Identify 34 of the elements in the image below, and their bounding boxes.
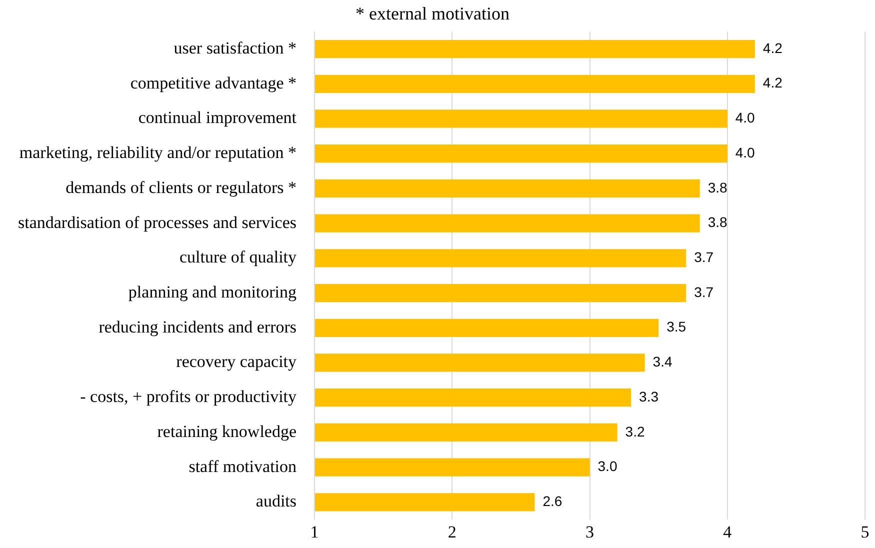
x-tick-label: 5 [860, 522, 870, 542]
data-label: 3.8 [708, 179, 728, 196]
data-label: 4.0 [735, 144, 756, 160]
data-label: 3.0 [598, 458, 618, 474]
x-tick-label: 4 [723, 522, 732, 542]
y-tick-label: planning and monitoring [128, 282, 298, 302]
x-tick-label: 3 [586, 522, 594, 542]
y-tick-label: staff motivation [188, 456, 298, 476]
y-tick-label: competitive advantage * [130, 73, 297, 92]
data-label: 4.2 [762, 74, 783, 91]
data-label: 3.3 [639, 388, 659, 404]
y-tick-label: standardisation of processes and services [18, 212, 297, 232]
y-tick-label: recovery capacity [176, 352, 298, 372]
y-tick-label: user satisfaction * [174, 38, 297, 58]
y-tick-label: retaining knowledge [157, 422, 297, 441]
y-tick-label: reducing incidents and errors [98, 317, 297, 336]
data-label: 2.6 [542, 493, 562, 510]
data-label: 3.8 [708, 214, 728, 230]
data-label: 4.2 [762, 40, 783, 56]
y-tick-label: culture of quality [179, 248, 298, 267]
data-label: 4.0 [735, 110, 756, 126]
chart-title: * external motivation [356, 4, 510, 24]
y-tick-label: marketing, reliability and/or reputation * [19, 143, 297, 162]
data-label: 3.4 [652, 354, 672, 370]
x-tick-label: 2 [448, 522, 456, 542]
y-tick-label: audits [256, 492, 297, 511]
data-label: 3.5 [666, 318, 686, 335]
data-label: 3.7 [694, 284, 714, 300]
x-tick-label: 1 [310, 522, 319, 542]
y-tick-label: continual improvement [138, 108, 297, 128]
data-label: 3.7 [694, 249, 714, 266]
y-tick-label: demands of clients or regulators * [66, 178, 297, 197]
y-tick-label: - costs, + profits or productivity [80, 387, 298, 406]
data-label: 3.2 [625, 423, 645, 440]
